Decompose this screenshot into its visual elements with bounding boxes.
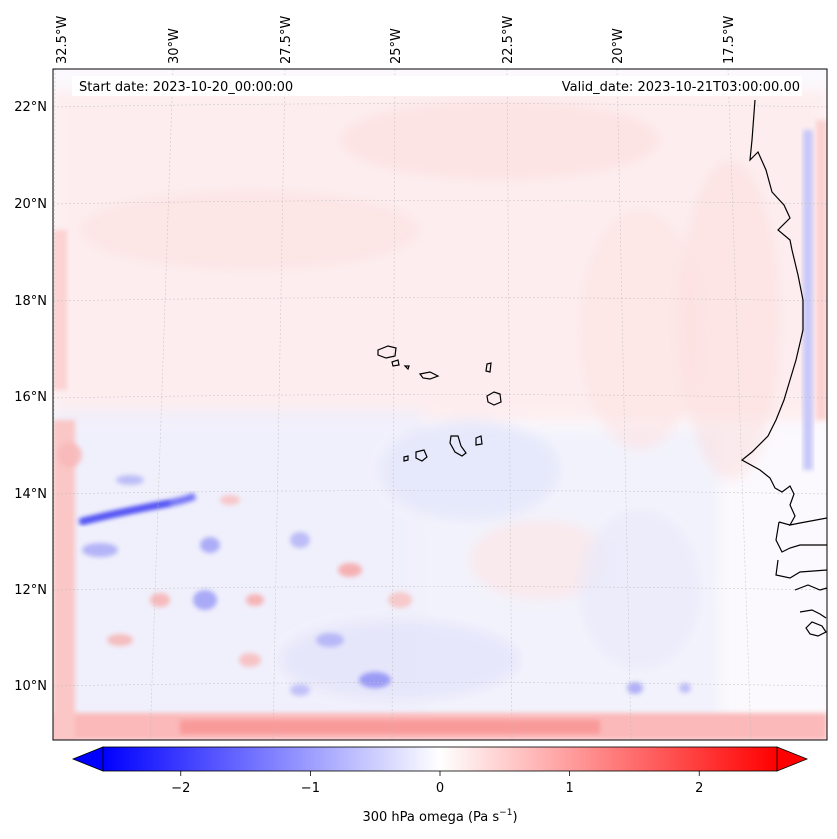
africa-coastline <box>740 99 827 637</box>
start-date-label: Start date: 2023-10-20_00:00:00 <box>79 80 293 95</box>
brava-island <box>403 455 409 462</box>
colorbar-gradient <box>102 746 778 772</box>
santa-luzia-island <box>403 365 410 371</box>
valid-date-label: Valid_date: 2023-10-21T03:00:00.00 <box>562 80 800 95</box>
omega-field <box>53 90 827 740</box>
sao-nicolau-island <box>418 371 440 380</box>
colorbar-tick-label: 2 <box>695 781 703 796</box>
latitude-labels: 22°N 20°N 18°N 16°N 14°N 12°N 10°N <box>14 100 47 694</box>
lat-label: 20°N <box>14 197 47 212</box>
colorbar-ticks: −2 −1 0 1 2 <box>171 771 703 796</box>
colorbar: −2 −1 0 1 2 300 hPa omega (Pa s−1) <box>71 746 809 825</box>
colorbar-label: 300 hPa omega (Pa s−1) <box>362 808 517 825</box>
map-panel <box>53 69 827 740</box>
lon-label: 32.5°W <box>55 16 70 64</box>
lat-label: 18°N <box>14 294 47 309</box>
lat-label: 10°N <box>14 679 47 694</box>
lat-label: 22°N <box>14 100 47 115</box>
lat-label: 12°N <box>14 583 47 598</box>
colorbar-tick-label: −2 <box>171 781 190 796</box>
eastern-edge-band <box>803 130 813 470</box>
label-strip <box>72 76 802 96</box>
map-frame <box>52 68 828 741</box>
lon-label: 27.5°W <box>279 16 294 64</box>
coastlines <box>377 99 827 637</box>
western-edge-band <box>53 420 75 740</box>
lon-label: 17.5°W <box>722 16 737 64</box>
boa-vista-island <box>486 391 502 406</box>
longitude-labels: 32.5°W 30°W 27.5°W 25°W 22.5°W 20°W 17.5… <box>55 16 737 64</box>
maio-island <box>475 435 483 446</box>
sal-island <box>485 362 492 373</box>
sao-vicente-island <box>391 359 400 367</box>
santo-antao-island <box>377 345 397 359</box>
colorbar-tick-label: 1 <box>565 781 573 796</box>
colorbar-tick-label: 0 <box>436 781 444 796</box>
colorbar-low-extension <box>71 746 104 772</box>
lat-label: 16°N <box>14 390 47 405</box>
lon-label: 20°W <box>611 28 626 64</box>
santiago-island <box>449 435 467 457</box>
lon-label: 25°W <box>389 28 404 64</box>
lon-label: 30°W <box>167 28 182 64</box>
lon-label: 22.5°W <box>501 16 516 64</box>
fogo-island <box>415 449 428 462</box>
colorbar-high-extension <box>776 746 809 772</box>
lat-label: 14°N <box>14 487 47 502</box>
colorbar-tick-label: −1 <box>301 781 320 796</box>
